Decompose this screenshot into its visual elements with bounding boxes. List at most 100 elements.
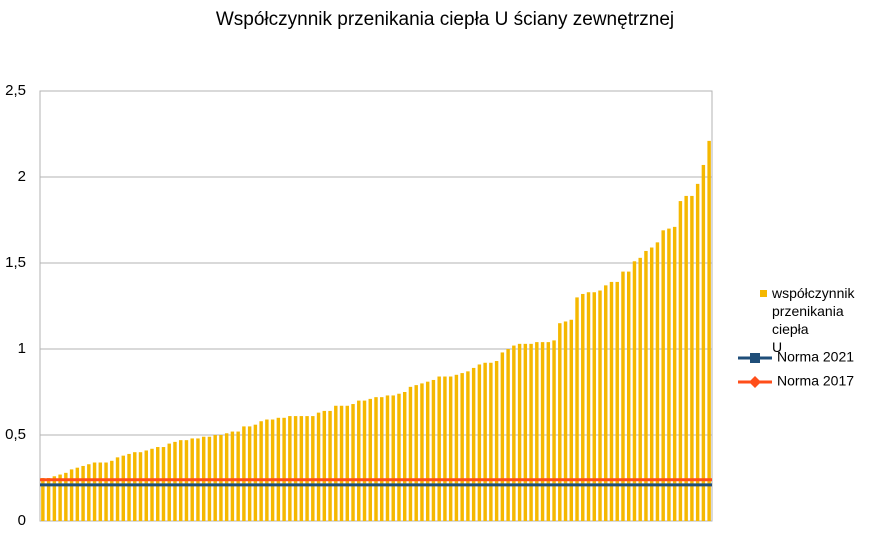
legend-marker <box>760 290 767 297</box>
bar <box>230 431 235 521</box>
bar <box>121 455 126 521</box>
bar <box>87 464 91 521</box>
bar <box>552 340 556 521</box>
bar <box>460 373 464 521</box>
bar <box>529 343 533 521</box>
bar <box>242 426 246 521</box>
bar <box>138 452 143 521</box>
bar <box>707 140 711 521</box>
bar <box>213 435 217 521</box>
y-tick-label: 1,5 <box>5 254 26 271</box>
bar <box>431 379 436 521</box>
bar <box>546 342 551 521</box>
bar <box>357 400 361 521</box>
bar <box>558 323 562 521</box>
bar <box>425 381 430 521</box>
y-tick-label: 2 <box>18 168 26 185</box>
bar <box>586 292 591 521</box>
bar <box>569 319 574 521</box>
bar <box>420 383 424 521</box>
bar <box>259 421 263 521</box>
bar <box>276 417 281 521</box>
bar <box>540 342 545 521</box>
legend-label: współczynnik przenikania ciepła U <box>771 285 855 355</box>
bar <box>345 405 350 521</box>
bar <box>288 416 292 521</box>
bar <box>684 195 688 522</box>
bar <box>667 228 671 521</box>
bar <box>535 342 539 521</box>
y-tick-label: 0,5 <box>5 426 26 443</box>
bar <box>69 469 74 521</box>
bar <box>454 374 459 521</box>
bar <box>701 164 706 521</box>
bar <box>592 292 596 521</box>
bar <box>678 201 683 521</box>
bar <box>500 352 505 521</box>
bar <box>270 419 275 521</box>
bar <box>626 271 631 521</box>
bar <box>649 247 654 521</box>
bar <box>575 297 579 521</box>
bar <box>391 395 395 521</box>
bar <box>299 416 304 521</box>
bar <box>414 385 418 521</box>
bar <box>402 392 407 521</box>
bar <box>236 431 240 521</box>
bar <box>322 410 327 521</box>
bar <box>512 345 516 521</box>
bar <box>64 472 68 521</box>
bar <box>328 410 332 521</box>
bar <box>368 398 372 521</box>
bar <box>471 367 476 521</box>
bar <box>598 290 602 521</box>
bar <box>644 250 648 521</box>
legend-marker <box>749 376 761 388</box>
bar <box>661 230 665 521</box>
bar <box>408 386 413 521</box>
bar <box>293 416 298 521</box>
bar <box>374 397 378 521</box>
bar <box>98 462 103 521</box>
bar <box>115 457 120 521</box>
bar <box>58 474 62 521</box>
bar <box>81 465 85 521</box>
bar <box>219 435 223 521</box>
bar <box>483 362 487 521</box>
bar <box>282 417 286 521</box>
bar <box>672 226 677 521</box>
bar <box>690 195 694 522</box>
bar <box>489 362 493 521</box>
bar <box>311 416 315 521</box>
bar <box>127 453 131 521</box>
bar <box>133 452 137 521</box>
bar <box>494 361 499 521</box>
bar <box>615 281 619 521</box>
bar <box>385 395 390 521</box>
bar <box>167 443 171 521</box>
bar <box>695 183 700 521</box>
chart-title: Współczynnik przenikania ciepła U ściany… <box>216 9 674 30</box>
bar <box>351 404 355 521</box>
bar <box>253 424 258 521</box>
bar <box>638 257 642 521</box>
bar <box>305 416 309 521</box>
bar <box>52 476 57 521</box>
bar <box>339 405 344 521</box>
bar <box>655 242 660 522</box>
bar <box>362 400 367 521</box>
y-tick-label: 2,5 <box>5 82 26 99</box>
bar <box>380 397 384 521</box>
bar <box>46 478 51 521</box>
bar <box>265 419 269 521</box>
y-tick-label: 1 <box>18 340 26 357</box>
bar <box>224 433 229 521</box>
bar <box>517 343 522 521</box>
legend-label: Norma 2017 <box>777 373 854 389</box>
bar <box>466 371 470 521</box>
bar <box>397 393 401 521</box>
bar <box>506 349 510 521</box>
bar <box>75 467 80 521</box>
bar <box>581 293 585 521</box>
legend-label: Norma 2021 <box>777 349 854 365</box>
